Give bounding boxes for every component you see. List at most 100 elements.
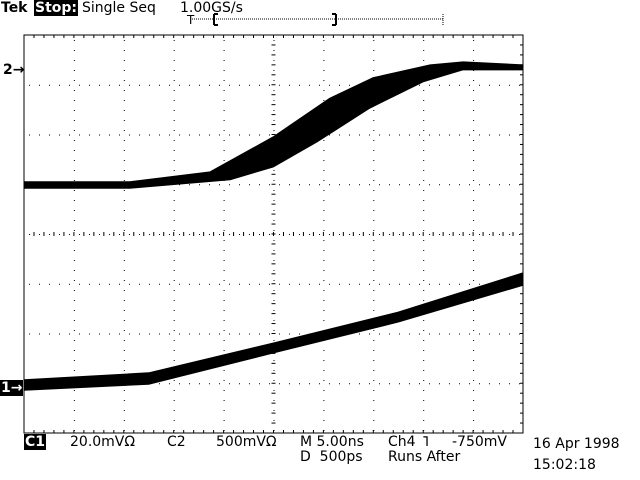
grid-dot [129, 333, 130, 335]
grid-dot [179, 184, 180, 186]
ch2-scale: 500mVΩ [216, 434, 277, 450]
grid-dot [199, 333, 200, 335]
grid-dot [459, 184, 460, 186]
grid-dot [229, 333, 230, 335]
grid-dot [59, 333, 60, 335]
grid-dot [269, 234, 270, 235]
grid-dot [329, 84, 330, 86]
grid-dot [273, 330, 275, 331]
grid-dot [139, 84, 140, 86]
grid-dot [49, 134, 50, 136]
grid-dot [309, 184, 310, 186]
grid-dot [473, 390, 475, 391]
grid-dot [449, 134, 450, 136]
ch1-marker-label: 1 [1, 380, 11, 396]
grid-dot [179, 134, 180, 136]
grid-dot [73, 60, 75, 61]
grid-dot [423, 350, 425, 351]
grid-dot [473, 40, 475, 41]
grid-dot [423, 370, 425, 371]
grid-dot [123, 330, 125, 331]
grid-dot [359, 383, 360, 385]
grid-dot [323, 390, 325, 391]
grid-dot [323, 400, 325, 401]
grid-dot [349, 234, 350, 235]
grid-dot [69, 283, 70, 285]
grid-dot [273, 180, 275, 181]
grid-dot [223, 290, 225, 291]
grid-dot [173, 40, 175, 41]
grid-dot [173, 380, 175, 381]
ch1-label: C1 [24, 434, 47, 450]
grid-dot [39, 84, 40, 86]
grid-dot [423, 130, 425, 131]
grid-dot [273, 80, 275, 81]
grid-dot [259, 283, 260, 285]
grid-dot [223, 120, 225, 121]
grid-dot [473, 150, 475, 151]
grid-dot [159, 234, 160, 235]
grid-dot [199, 84, 200, 86]
grid-dot [279, 184, 280, 186]
grid-dot [419, 383, 420, 385]
grid-dot [259, 333, 260, 335]
grid-dot [273, 60, 275, 61]
grid-dot [173, 220, 175, 221]
grid-dot [73, 100, 75, 101]
grid-dot [373, 220, 375, 221]
grid-dot [399, 234, 400, 235]
grid-dot [79, 333, 80, 335]
grid-dot [329, 283, 330, 285]
grid-dot [423, 270, 425, 271]
grid-dot [123, 190, 125, 191]
grid-dot [473, 400, 475, 401]
grid-dot [209, 84, 210, 86]
grid-dot [373, 370, 375, 371]
grid-dot [519, 234, 520, 235]
grid-dot [173, 260, 175, 261]
grid-dot [473, 110, 475, 111]
grid-dot [73, 150, 75, 151]
ch1-marker: 1→ [0, 380, 23, 396]
grid-dot [479, 134, 480, 136]
grid-dot [323, 270, 325, 271]
grid-dot [473, 140, 475, 141]
grid-dot [109, 234, 110, 235]
grid-dot [273, 390, 275, 391]
grid-dot [209, 134, 210, 136]
grid-dot [223, 330, 225, 331]
grid-dot [273, 120, 275, 121]
grid-dot [473, 60, 475, 61]
grid-dot [123, 270, 125, 271]
grid-dot [73, 410, 75, 411]
grid-dot [309, 234, 310, 235]
grid-dot [59, 134, 60, 136]
grid-dot [173, 120, 175, 121]
grid-dot [473, 420, 475, 421]
grid-dot [423, 200, 425, 201]
grid-dot [419, 84, 420, 86]
grid-dot [449, 383, 450, 385]
grid-dot [169, 283, 170, 285]
grid-dot [223, 90, 225, 91]
grid-dot [73, 50, 75, 51]
grid-dot [279, 283, 280, 285]
grid-dot [73, 70, 75, 71]
grid-dot [29, 333, 30, 335]
grid-dot [323, 250, 325, 251]
grid-dot [439, 234, 440, 235]
grid-dot [423, 320, 425, 321]
grid-dot [119, 333, 120, 335]
grid-dot [299, 333, 300, 335]
grid-dot [139, 234, 140, 235]
grid-dot [73, 140, 75, 141]
grid-dot [123, 50, 125, 51]
grid-dot [323, 350, 325, 351]
grid-dot [59, 234, 60, 235]
grid-dot [273, 340, 275, 341]
grid-dot [323, 380, 325, 381]
grid-dot [289, 184, 290, 186]
grid-dot [273, 360, 275, 361]
grid-dot [473, 410, 475, 411]
grid-dot [123, 210, 125, 211]
